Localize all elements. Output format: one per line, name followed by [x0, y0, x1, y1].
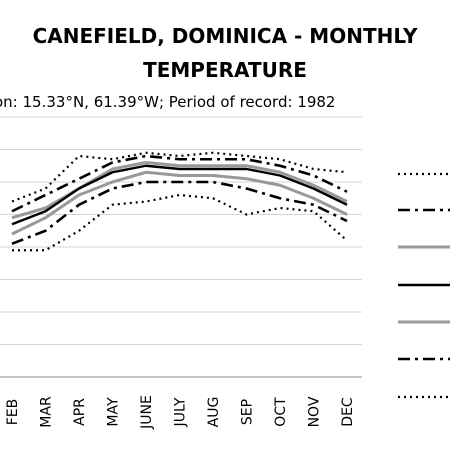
series-line-1 [11, 151, 348, 203]
series-line-6 [11, 180, 348, 245]
chart-subtitle: on: 15.33°N, 61.39°W; Period of record: … [0, 93, 336, 111]
series-line-4 [11, 164, 348, 226]
x-tick-label: APR [72, 398, 88, 426]
x-tick-label: JUNE [139, 395, 155, 430]
x-tick-label: FEB [5, 399, 21, 426]
x-tick-label: DEC [340, 397, 356, 427]
series-line-2 [11, 154, 348, 213]
x-tick-label: JULY [173, 397, 189, 427]
x-tick-label: AUG [206, 397, 222, 428]
x-tick-label: NOV [307, 396, 323, 427]
series-line-5 [11, 170, 348, 236]
chart-title-line-1: CANEFIELD, DOMINICA - MONTHLY [32, 24, 418, 48]
x-tick-label: MAY [106, 397, 122, 427]
x-tick-label: SEP [240, 399, 256, 425]
series-line-7 [12, 193, 348, 252]
x-tick-label: MAR [39, 396, 55, 428]
x-tick-label: OCT [273, 397, 289, 427]
chart-title-line-2: TEMPERATURE [143, 58, 307, 82]
